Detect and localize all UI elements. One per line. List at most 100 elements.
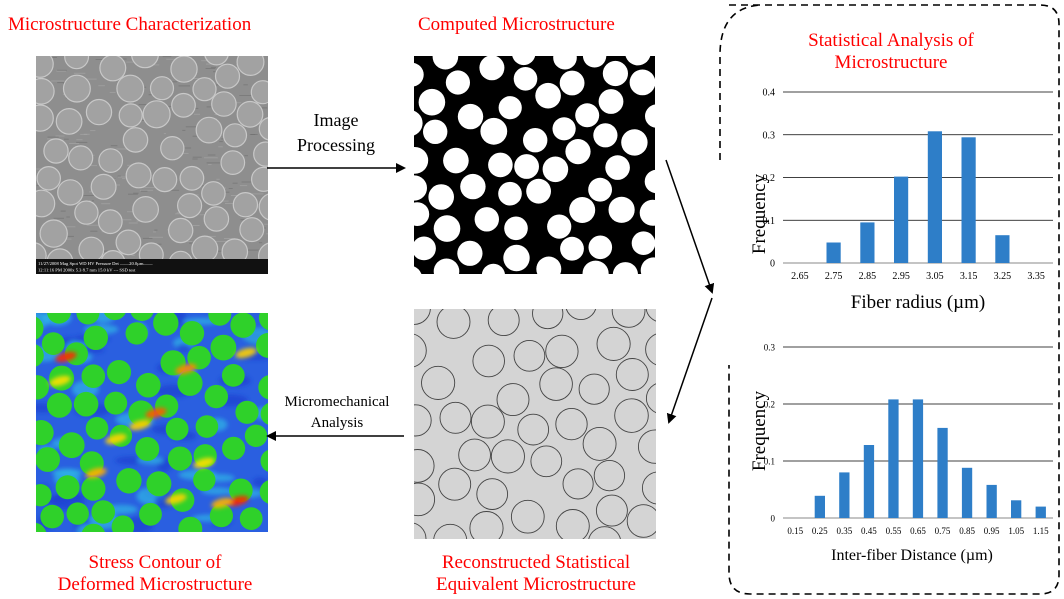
sem-texture bbox=[224, 238, 236, 239]
stress-fiber bbox=[104, 391, 128, 415]
binary-fiber bbox=[593, 123, 618, 148]
sem-texture bbox=[89, 191, 93, 193]
sem-fiber bbox=[36, 166, 61, 191]
sem-texture bbox=[221, 138, 226, 140]
sem-texture bbox=[205, 68, 216, 69]
sem-fiber bbox=[171, 92, 196, 118]
stress-fiber bbox=[193, 468, 216, 492]
binary-fiber bbox=[629, 69, 656, 96]
sem-texture bbox=[240, 219, 245, 221]
sem-texture bbox=[204, 157, 218, 159]
sem-fiber bbox=[232, 191, 259, 218]
bar bbox=[961, 467, 973, 518]
sem-texture bbox=[194, 113, 200, 115]
recon-fiber bbox=[555, 407, 588, 441]
stress-fiber bbox=[221, 364, 245, 387]
sem-texture bbox=[83, 195, 97, 196]
sem-texture bbox=[80, 133, 88, 135]
sem-texture bbox=[212, 84, 222, 86]
stress-fiber bbox=[58, 432, 85, 459]
sem-texture bbox=[178, 85, 190, 87]
stress-fiber bbox=[55, 475, 80, 500]
fiber-radius-plot: 0 0.1 0.2 0.3 0.4 2.65 2.75 2.85 2.95 3.05 3.15 3.2… bbox=[763, 88, 1053, 282]
y-tick-label: 0.2 bbox=[764, 400, 775, 410]
y-tick-label: 0.1 bbox=[763, 216, 776, 227]
sem-texture bbox=[117, 176, 130, 178]
sem-fiber bbox=[214, 63, 241, 89]
sem-texture bbox=[166, 58, 179, 60]
binary-fiber bbox=[598, 89, 624, 114]
sem-fiber bbox=[85, 98, 113, 126]
bar bbox=[814, 495, 825, 518]
sem-texture bbox=[249, 134, 258, 135]
x-tick-label: 3.15 bbox=[960, 271, 978, 282]
x-tick-label: 2.95 bbox=[892, 271, 910, 282]
x-tick-label: 0.35 bbox=[837, 526, 853, 536]
sem-fiber bbox=[55, 108, 83, 135]
inter-fiber-xlabel: Inter-fiber Distance (µm) bbox=[831, 547, 993, 564]
sem-texture bbox=[182, 129, 186, 131]
stress-contour-image bbox=[18, 296, 285, 549]
sem-texture bbox=[47, 136, 59, 138]
sem-texture bbox=[113, 184, 120, 186]
stress-fiber bbox=[139, 502, 162, 526]
stress-fiber bbox=[195, 415, 219, 438]
sem-texture bbox=[139, 189, 154, 191]
sem-texture bbox=[53, 217, 64, 219]
to-statistics-arrow bbox=[665, 159, 715, 294]
bar bbox=[1035, 506, 1046, 518]
x-tick-label: 1.05 bbox=[1008, 526, 1024, 536]
sem-texture bbox=[185, 126, 199, 128]
y-tick-label: 0 bbox=[770, 259, 775, 270]
binary-fiber bbox=[523, 128, 548, 153]
binary-fiber bbox=[412, 236, 436, 261]
binary-fiber bbox=[445, 70, 470, 95]
stress-fiber bbox=[244, 424, 268, 447]
x-tick-label: 2.85 bbox=[859, 271, 877, 282]
recon-fiber bbox=[470, 404, 505, 439]
sem-texture bbox=[56, 70, 66, 72]
x-tick-label: 0.85 bbox=[959, 526, 975, 536]
stress-fiber bbox=[125, 322, 148, 345]
binary-fiber bbox=[588, 235, 613, 260]
sem-texture bbox=[76, 141, 88, 143]
y-tick-label: 0.3 bbox=[764, 343, 776, 353]
stress-fiber bbox=[165, 417, 189, 441]
sem-fiber bbox=[167, 217, 194, 244]
sem-texture bbox=[189, 242, 196, 244]
stress-fiber bbox=[179, 321, 205, 346]
binary-fiber bbox=[560, 236, 584, 261]
x-tick-label: 0.45 bbox=[861, 526, 877, 536]
stress-fiber bbox=[40, 504, 64, 529]
sem-fiber bbox=[118, 103, 143, 128]
stats-dashed-border-upper-left bbox=[719, 4, 761, 160]
sem-fiber bbox=[179, 165, 205, 191]
binary-fiber bbox=[443, 147, 469, 174]
stress-fiber bbox=[81, 364, 106, 388]
sem-texture bbox=[131, 254, 135, 256]
sem-texture bbox=[183, 241, 193, 242]
sem-texture bbox=[95, 59, 103, 60]
sem-texture bbox=[169, 81, 178, 83]
binary-fiber bbox=[460, 173, 486, 200]
sem-texture bbox=[110, 145, 118, 147]
binary-fiber bbox=[480, 117, 508, 145]
sem-texture bbox=[214, 240, 228, 242]
sem-texture bbox=[206, 63, 215, 65]
bar bbox=[860, 222, 875, 263]
sem-texture bbox=[51, 80, 65, 82]
bar bbox=[1011, 500, 1022, 518]
stress-fiber bbox=[35, 447, 60, 472]
recon-fiber bbox=[439, 401, 472, 434]
sem-fiber bbox=[177, 193, 203, 219]
binary-fiber bbox=[535, 82, 561, 109]
sem-texture bbox=[192, 225, 200, 226]
binary-fiber bbox=[457, 240, 483, 266]
sem-fiber bbox=[201, 181, 226, 206]
image-processing-line2: Processing bbox=[297, 135, 375, 155]
sem-texture bbox=[66, 216, 70, 218]
stress-fiber bbox=[106, 360, 132, 385]
stress-fiber bbox=[209, 504, 233, 528]
recon-fiber bbox=[615, 358, 649, 391]
sem-texture bbox=[225, 203, 236, 204]
